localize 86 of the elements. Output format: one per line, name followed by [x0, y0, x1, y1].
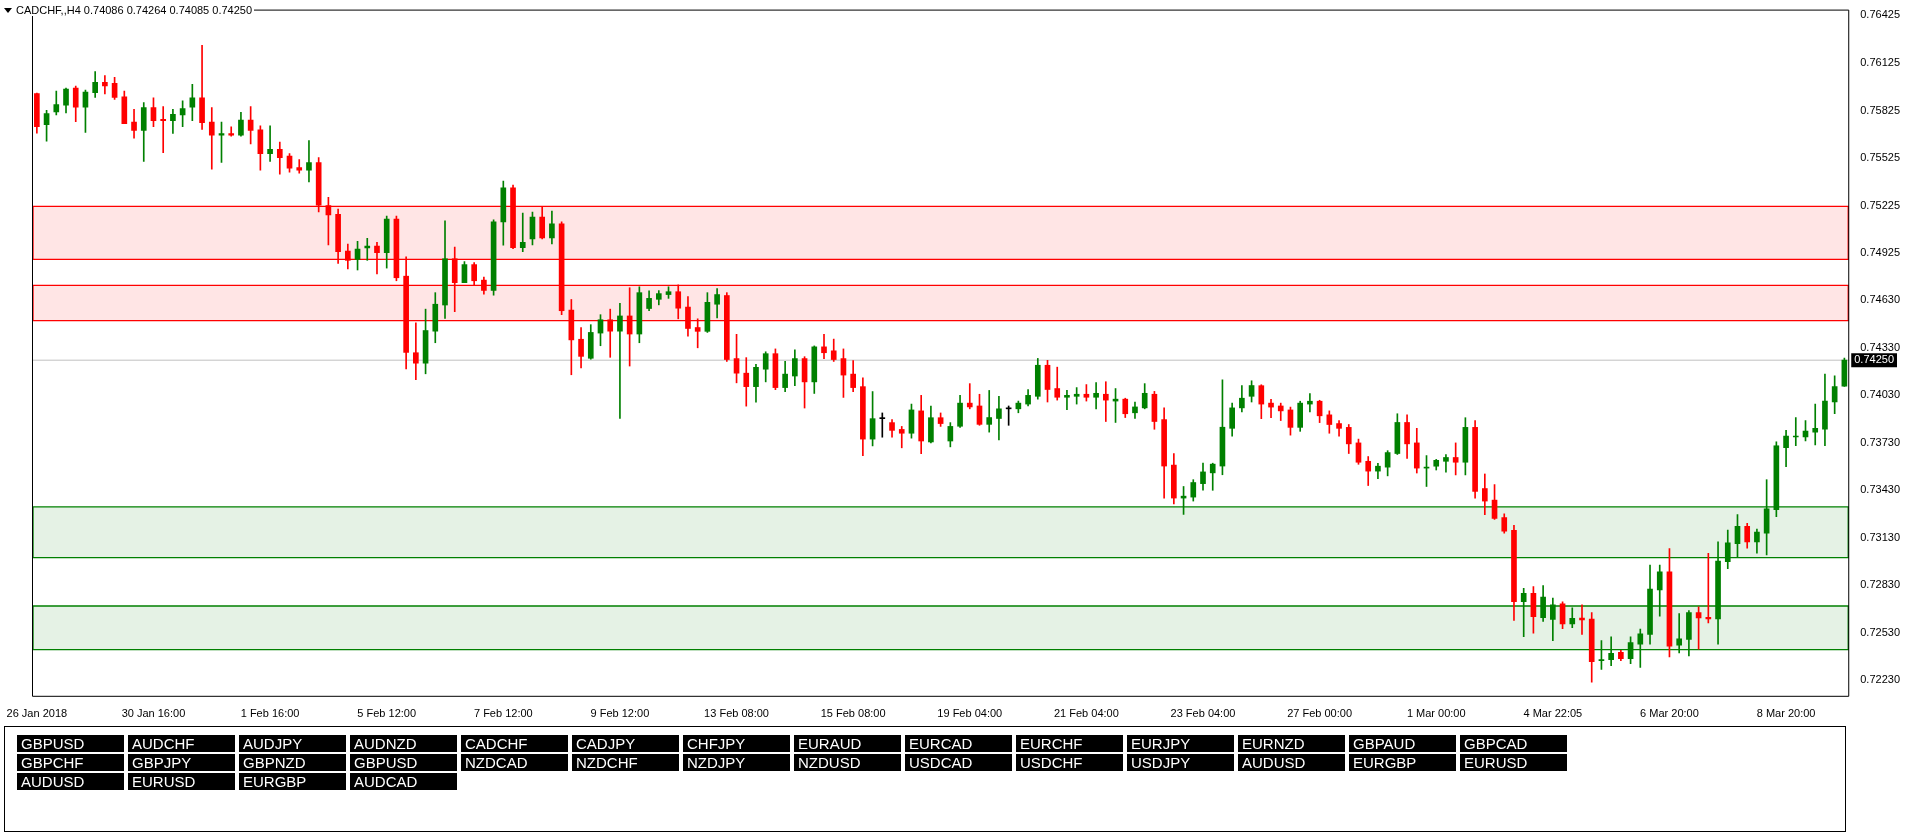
- y-tick-label: 0.72830: [1860, 578, 1900, 591]
- y-tick-label: 0.76425: [1860, 8, 1900, 21]
- x-tick-label: 15 Feb 08:00: [820, 707, 886, 720]
- text: AUDUSD: [1238, 754, 1345, 771]
- y-tick-label: 0.74630: [1860, 292, 1900, 305]
- x-tick-label: 6 Mar 20:00: [1640, 707, 1699, 720]
- candlestick: [306, 140, 312, 183]
- y-tick-label: 0.75525: [1860, 151, 1900, 164]
- text: USDCHF: [1016, 754, 1123, 771]
- x-tick-label: 30 Jan 16:00: [121, 707, 186, 720]
- candlestick: [1102, 381, 1109, 422]
- candlestick: [519, 212, 526, 252]
- text: USDCAD: [905, 754, 1012, 771]
- y-tick-label: 0.72530: [1860, 625, 1900, 638]
- text: AUDNZD: [350, 735, 457, 752]
- ref-line-label: 0.74250: [1854, 353, 1894, 366]
- text: GBPJPY: [128, 754, 235, 771]
- y-tick-label: 0.73730: [1860, 435, 1900, 448]
- text: EURNZD: [1238, 735, 1345, 752]
- text: GBPUSD: [350, 754, 457, 771]
- x-tick-label: 19 Feb 04:00: [937, 707, 1003, 720]
- text: NZDUSD: [794, 754, 901, 771]
- x-tick-label: 13 Feb 08:00: [704, 707, 769, 720]
- text: GBPUSD: [17, 735, 124, 752]
- x-tick-label: 5 Feb 12:00: [357, 707, 417, 720]
- text: GBPCHF: [17, 754, 124, 771]
- y-tick-label: 0.73430: [1860, 483, 1900, 496]
- candlestick: [898, 426, 905, 449]
- text: EURJPY: [1127, 735, 1234, 752]
- x-tick-label: 4 Mar 22:05: [1523, 707, 1583, 720]
- candlestick: [1093, 382, 1099, 410]
- y-tick-label: 0.75225: [1860, 198, 1900, 211]
- text: GBPCAD: [1460, 735, 1567, 752]
- text: USDJPY: [1127, 754, 1234, 771]
- text: AUDUSD: [17, 773, 124, 790]
- y-tick-label: 0.75825: [1860, 103, 1900, 116]
- candlestick: [1268, 398, 1274, 419]
- chart-title: CADCHF,,H4 0.74086 0.74264 0.74085 0.74250: [14, 4, 255, 16]
- text: GBPNZD: [239, 754, 346, 771]
- x-tick-label: 27 Feb 00:00: [1287, 707, 1353, 720]
- text: EURCHF: [1016, 735, 1123, 752]
- x-tick-label: 1 Feb 16:00: [240, 707, 300, 720]
- candlestick: [296, 159, 303, 174]
- y-tick-label: 0.76125: [1860, 56, 1900, 69]
- text: NZDCAD: [461, 754, 568, 771]
- candlestick: [617, 302, 623, 419]
- y-tick-label: 0.74925: [1860, 246, 1900, 259]
- x-tick-label: 21 Feb 04:00: [1053, 707, 1119, 720]
- x-tick-label: 23 Feb 04:00: [1170, 707, 1236, 720]
- text: CADJPY: [572, 735, 679, 752]
- text: GBPAUD: [1349, 735, 1456, 752]
- x-tick-label: 1 Mar 00:00: [1406, 707, 1466, 720]
- text: CADCHF: [461, 735, 568, 752]
- text: EURCAD: [905, 735, 1012, 752]
- text: AUDJPY: [239, 735, 346, 752]
- candlestick: [1307, 393, 1313, 413]
- x-tick-label: 8 Mar 20:00: [1756, 707, 1816, 720]
- y-tick-label: 0.72230: [1860, 673, 1900, 686]
- candlestick: [267, 125, 273, 162]
- y-tick-label: 0.73130: [1860, 530, 1900, 543]
- candlestick: [879, 412, 886, 438]
- candlestick: [208, 107, 215, 170]
- text: EURUSD: [128, 773, 235, 790]
- candlestick: [966, 383, 973, 410]
- text: EURGBP: [1349, 754, 1456, 771]
- candlestick: [102, 75, 108, 95]
- candlestick: [160, 106, 167, 154]
- candlestick: [1064, 390, 1070, 411]
- text: AUDCHF: [128, 735, 235, 752]
- text: EURUSD: [1460, 754, 1567, 771]
- text: NZDCHF: [572, 754, 679, 771]
- x-tick-label: 7 Feb 12:00: [473, 707, 533, 720]
- text: CHFJPY: [683, 735, 790, 752]
- y-tick-label: 0.74330: [1860, 340, 1900, 353]
- text: NZDJPY: [683, 754, 790, 771]
- text: EURAUD: [794, 735, 901, 752]
- x-tick-label: 9 Feb 12:00: [590, 707, 650, 720]
- text: EURGBP: [239, 773, 346, 790]
- candlestick: [1812, 403, 1819, 446]
- text: AUDCAD: [350, 773, 457, 790]
- candlestick: [821, 334, 827, 359]
- candlestick: [1705, 553, 1712, 624]
- candlestick: [986, 390, 993, 433]
- y-tick-label: 0.74030: [1860, 388, 1900, 401]
- x-tick-label: 26 Jan 2018: [6, 707, 68, 720]
- candlestick: [996, 395, 1002, 441]
